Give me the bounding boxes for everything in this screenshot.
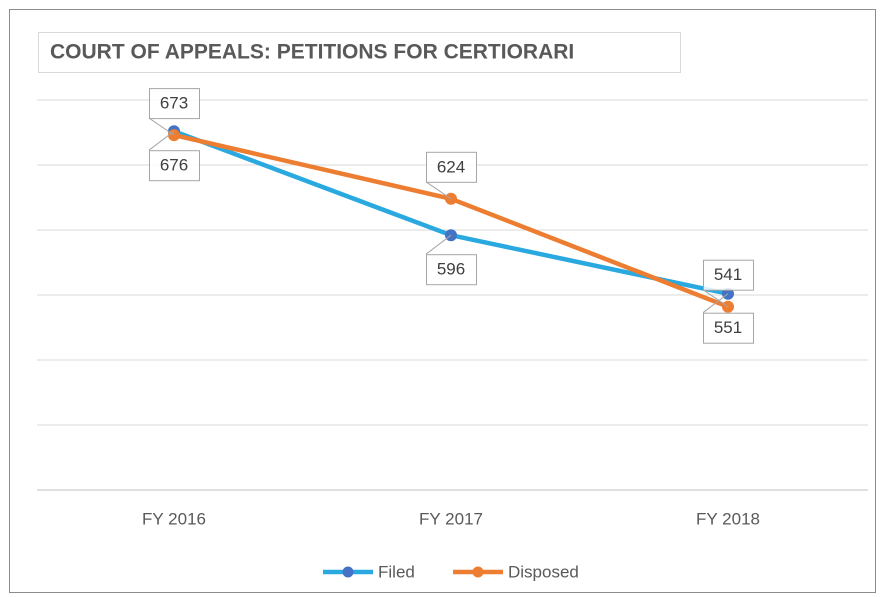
- label-leader: [148, 130, 175, 151]
- label-box: [149, 150, 200, 182]
- data-label: 673: [160, 94, 188, 113]
- data-label: 541: [714, 265, 742, 284]
- label-leader: [702, 289, 729, 308]
- label-leader: [148, 117, 175, 136]
- label-leader: [425, 234, 452, 255]
- x-tick-label: FY 2016: [142, 509, 206, 528]
- x-tick-label: FY 2018: [696, 509, 760, 528]
- legend-label: Filed: [378, 562, 415, 581]
- label-box: [426, 151, 477, 183]
- label-leader: [702, 293, 729, 314]
- data-label: 676: [160, 156, 188, 175]
- legend-marker: [342, 566, 354, 578]
- title-box: [38, 32, 681, 73]
- data-label: 596: [437, 260, 465, 279]
- label-box: [703, 312, 754, 344]
- chart-title: COURT OF APPEALS: PETITIONS FOR CERTIORA…: [50, 41, 574, 64]
- legend-marker: [472, 566, 484, 578]
- data-label: 551: [714, 318, 742, 337]
- data-label: 624: [437, 157, 465, 176]
- chart-border: [9, 9, 876, 593]
- label-box: [149, 88, 200, 120]
- legend-label: Disposed: [508, 562, 579, 581]
- x-tick-label: FY 2017: [419, 509, 483, 528]
- label-leader: [425, 181, 452, 200]
- label-box: [426, 254, 477, 286]
- label-box: [703, 259, 754, 291]
